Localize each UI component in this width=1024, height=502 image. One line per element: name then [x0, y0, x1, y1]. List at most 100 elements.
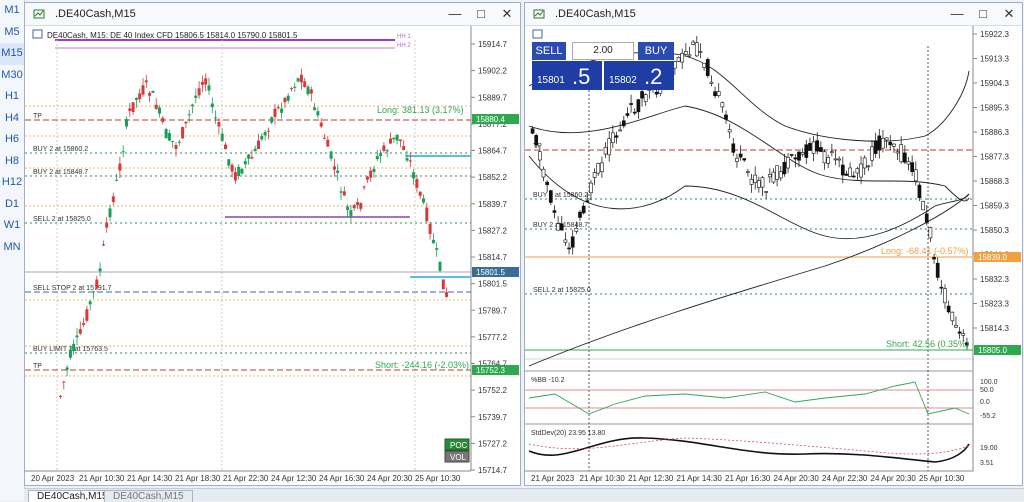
timeframe-h12[interactable]: H12	[1, 176, 23, 188]
candle	[177, 141, 181, 143]
left-chart-window: .DE40Cash,M15 — □ ✕ 15914.7 15902.2 15889.…	[24, 2, 521, 486]
candle	[296, 78, 300, 82]
candle	[266, 130, 270, 132]
sell-button[interactable]: SELL	[532, 42, 566, 60]
candle	[309, 89, 313, 94]
candle	[928, 227, 933, 239]
candle	[290, 88, 293, 90]
timeframe-m30[interactable]: M30	[1, 68, 23, 81]
candle	[349, 210, 353, 217]
candle	[618, 129, 622, 132]
timeframe-h4[interactable]: H4	[4, 111, 20, 124]
candle	[691, 41, 696, 45]
candle	[811, 141, 816, 154]
candle	[131, 102, 135, 112]
candle	[382, 145, 386, 151]
sell-price-button[interactable]: 15801 .5	[532, 61, 602, 90]
candle	[389, 138, 392, 144]
candle	[359, 203, 363, 209]
candle	[181, 127, 185, 139]
price-tick-label: 15850.3	[980, 226, 1009, 235]
candle	[819, 147, 823, 152]
candle	[556, 223, 560, 231]
left-chart-area[interactable]: 15914.7 15902.2 15889.7 15877.2 15864.7 15852…	[25, 26, 520, 485]
candle	[694, 42, 699, 57]
candle	[108, 208, 112, 218]
indicator-scale: -55.2	[980, 413, 996, 420]
timeframe-h1[interactable]: H1	[4, 90, 20, 102]
buy-button[interactable]: BUY	[638, 42, 674, 60]
candle	[822, 151, 827, 164]
candle	[910, 162, 915, 173]
chart-tab[interactable]: DE40Cash,M15	[104, 490, 193, 502]
candle	[778, 171, 783, 179]
candle	[851, 175, 856, 178]
candle	[804, 144, 809, 158]
candle	[643, 94, 648, 102]
candle	[921, 200, 925, 211]
timeframe-h6[interactable]: H6	[4, 133, 20, 145]
lot-size-input[interactable]: 2.00	[572, 42, 634, 60]
timeframe-mn[interactable]: MN	[3, 240, 21, 253]
candle	[705, 59, 710, 77]
timeframe-m1[interactable]: M1	[4, 4, 20, 16]
candle	[782, 161, 787, 175]
candle	[398, 139, 402, 141]
close-button[interactable]: ✕	[501, 6, 513, 21]
right-chart-area[interactable]: 15922.3 15913.3 15904.3 15895.3 15886.3 15877…	[525, 26, 1022, 485]
maximize-button[interactable]: □	[477, 6, 485, 21]
timeframe-m5[interactable]: M5	[4, 25, 20, 38]
candle	[167, 133, 171, 141]
minimize-button[interactable]: —	[950, 6, 964, 21]
price-tick-label: 15823.3	[980, 300, 1009, 309]
buy-price-button[interactable]: 15802 .2	[604, 61, 674, 90]
price-tick-label: 15877.2	[478, 120, 507, 129]
candle	[191, 104, 194, 107]
candle	[59, 395, 62, 397]
candle	[862, 157, 867, 169]
candle	[829, 151, 834, 153]
indicator-scale: 0.0	[980, 399, 990, 406]
candle	[445, 292, 449, 297]
candle	[724, 114, 728, 120]
vol-button[interactable]	[444, 450, 470, 463]
timeframe-d1[interactable]: D1	[4, 197, 20, 210]
candle	[552, 210, 557, 213]
poc-button[interactable]	[444, 438, 470, 451]
chart-background	[25, 26, 520, 485]
price-tick-label: 15922.3	[980, 30, 1009, 39]
candle	[833, 158, 838, 161]
vol-label: VOL	[450, 453, 467, 462]
indicator-scale: 3.51	[980, 460, 994, 467]
candle	[563, 239, 568, 243]
candle	[98, 268, 102, 272]
price-tick-label: 15886.3	[980, 128, 1009, 137]
candle	[402, 146, 406, 150]
candle	[676, 57, 681, 62]
candle	[855, 168, 860, 174]
candle	[286, 95, 290, 101]
candle	[939, 286, 944, 289]
timeframe-w1[interactable]: W1	[3, 219, 21, 231]
candle	[121, 151, 125, 153]
one-click-trading-panel: SELL 2.00 BUY 15801 .5 15802 .2	[532, 42, 674, 90]
hh-label: HH 2	[397, 43, 411, 49]
candle	[214, 117, 218, 119]
candle	[888, 142, 893, 146]
order-label: BUY 2 at 15860.2	[533, 192, 588, 199]
timeframe-h8[interactable]: H8	[4, 154, 20, 167]
time-tick-label: 21 Apr 16:30	[725, 474, 771, 483]
candle	[680, 53, 685, 63]
time-tick-label: 24 Apr 22:30	[822, 474, 868, 483]
price-tick-label: 15764.7	[478, 360, 507, 369]
minimize-button[interactable]: —	[448, 6, 462, 21]
timeframe-m15[interactable]: M15	[0, 43, 24, 65]
candle	[738, 153, 743, 158]
candle	[68, 349, 72, 358]
candle	[749, 178, 754, 185]
candle	[789, 154, 794, 156]
maximize-button[interactable]: □	[979, 6, 987, 21]
price-tick-label: 15727.2	[478, 439, 507, 448]
candle	[636, 99, 641, 113]
close-button[interactable]: ✕	[1003, 6, 1015, 21]
